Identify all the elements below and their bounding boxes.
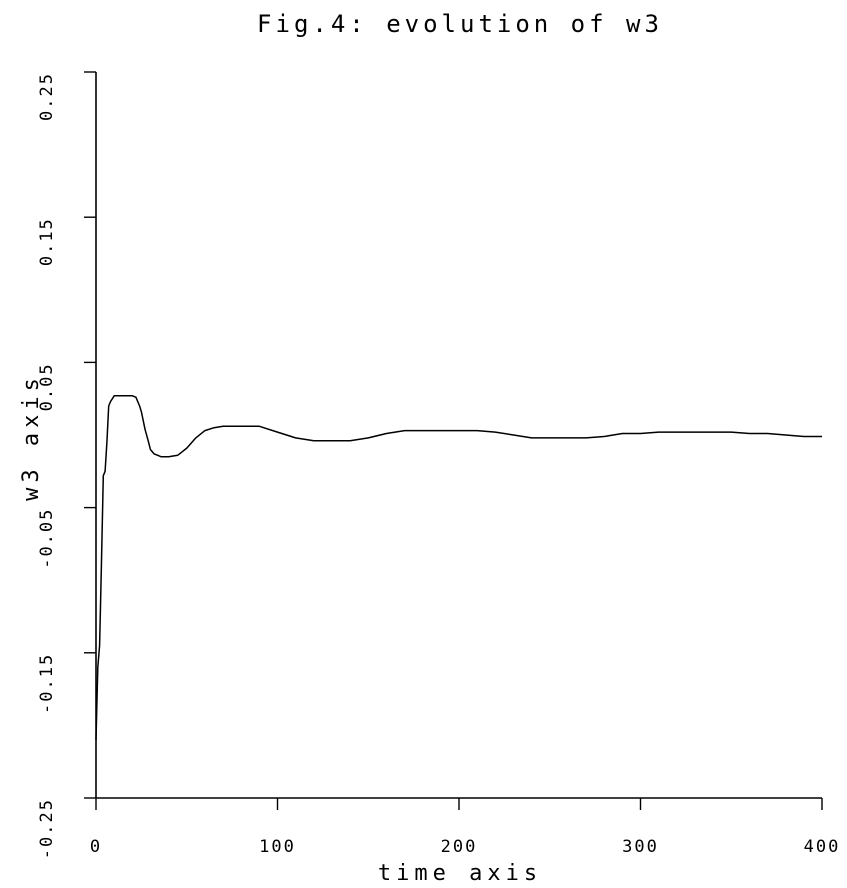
x-axis-ticks: 0 100 200 300 400 [90, 798, 841, 857]
x-tick-label: 400 [804, 837, 841, 857]
x-tick-label: 0 [90, 837, 102, 857]
y-axis-ticks: -0.25 -0.15 -0.05 0.05 0.15 0.25 [37, 71, 96, 859]
y-axis-label: w3 axis [19, 373, 44, 501]
y-tick-label: -0.25 [37, 798, 57, 859]
w3-series-line [95, 395, 822, 740]
y-tick-label: 0.05 [37, 362, 57, 411]
x-tick-label: 200 [441, 837, 478, 857]
y-tick-label: 0.15 [37, 217, 57, 266]
y-tick-label: 0.25 [37, 72, 57, 121]
axes [95, 72, 822, 799]
chart-title: Fig.4: evolution of w3 [257, 10, 663, 38]
series-group [95, 395, 822, 740]
y-tick-label: -0.05 [37, 508, 57, 569]
y-tick-label: -0.15 [37, 653, 57, 714]
x-axis-label: time axis [378, 861, 542, 886]
x-tick-label: 100 [259, 837, 296, 857]
x-tick-label: 300 [622, 837, 659, 857]
